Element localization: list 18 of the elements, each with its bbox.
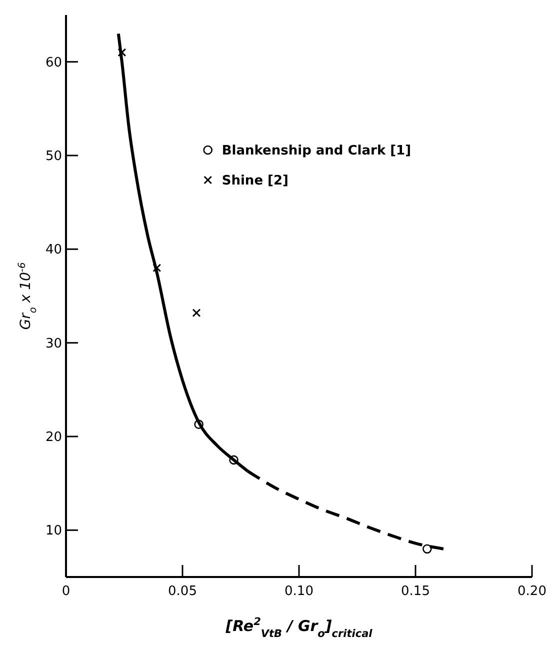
legend-label: Blankenship and Clark [1] xyxy=(222,144,412,159)
y-tick-label: 40 xyxy=(45,242,62,258)
point xyxy=(192,308,201,318)
point xyxy=(152,264,162,272)
point xyxy=(118,48,126,57)
x-tick-label: 0 xyxy=(62,584,70,599)
legend-label: Shine [2] xyxy=(222,174,288,189)
y-tick-label: 20 xyxy=(45,430,62,446)
x-tick-label: 0.05 xyxy=(168,584,197,599)
x-axis-title: [Re$^{2}$$_{VtB}$ / Gr$_{o}$]$_{critical}$ xyxy=(224,616,373,640)
y-tick-label: 10 xyxy=(45,524,62,539)
point xyxy=(422,544,432,554)
x-tick-label: 0.15 xyxy=(401,584,430,599)
x-tick-label: 0.10 xyxy=(284,584,314,599)
y-tick-label: 60 xyxy=(45,55,62,70)
x-tick-label: 0.20 xyxy=(518,584,546,599)
y-tick-label: 30 xyxy=(45,336,62,352)
y-tick-label: 50 xyxy=(45,149,62,164)
